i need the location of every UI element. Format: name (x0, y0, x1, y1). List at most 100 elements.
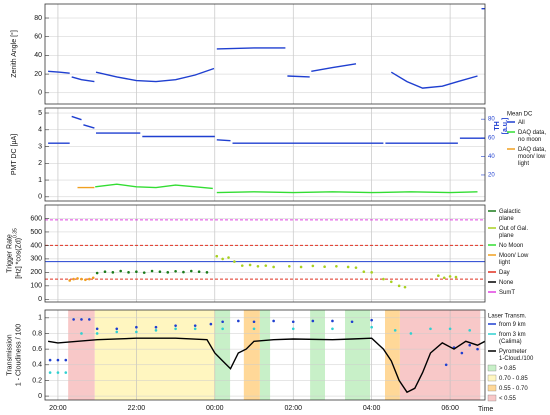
series-line (48, 7, 485, 89)
data-point (111, 271, 115, 274)
data-point (476, 347, 479, 351)
data-point (209, 322, 213, 326)
series-line (95, 183, 478, 194)
legend-title: Laser Transm. (488, 314, 527, 320)
data-point (256, 264, 260, 268)
data-point (80, 332, 83, 335)
x-tick-label: 20:00 (49, 405, 67, 412)
y-axis-label: 1 - Cloudiness / 100 (15, 324, 22, 386)
data-point (448, 327, 452, 331)
data-point (205, 271, 209, 274)
y-tick-label: 0 (38, 90, 42, 97)
data-point (221, 257, 224, 261)
data-point (115, 330, 119, 334)
data-point (80, 277, 83, 281)
plot-area (45, 4, 485, 104)
legend-swatch (487, 374, 497, 382)
data-point (331, 319, 334, 323)
data-point (311, 264, 315, 268)
data-point (331, 327, 334, 331)
data-point (154, 329, 158, 332)
data-point (442, 276, 446, 280)
plot-marks (48, 115, 485, 194)
data-point (84, 278, 87, 282)
data-point (174, 327, 177, 331)
data-point (135, 270, 138, 273)
data-point (382, 277, 385, 281)
data-point (56, 358, 60, 362)
data-point (72, 277, 75, 281)
y2-tick-label: 20 (488, 173, 495, 179)
plot-frame (44, 3, 486, 105)
legend-label: DAQ data, moon/ low light (518, 147, 548, 167)
data-point (127, 271, 130, 274)
data-point (393, 329, 397, 332)
y-tick-label: 0 (38, 393, 42, 400)
data-point (335, 264, 338, 268)
legend-label: No Moon (499, 243, 523, 249)
data-point (362, 270, 366, 273)
legend-swatch (487, 394, 497, 402)
cloud-band (385, 310, 400, 400)
cloud-band (259, 310, 271, 400)
data-point (288, 264, 291, 268)
data-point (437, 274, 440, 278)
data-point (80, 318, 83, 321)
data-point (468, 343, 472, 347)
data-point (299, 265, 303, 269)
y-tick-label: 200 (30, 269, 42, 276)
data-point (174, 324, 177, 327)
data-point (154, 325, 158, 329)
data-point (150, 269, 154, 273)
y-axis-label: Trigger Rate (6, 234, 13, 273)
data-point (448, 275, 452, 278)
y-tick-label: 0.2 (32, 377, 42, 384)
data-point (389, 280, 393, 284)
data-point (48, 371, 52, 374)
series-line (47, 337, 485, 394)
y-tick-label: 400 (30, 242, 42, 249)
y-tick-label: 600 (30, 215, 42, 222)
data-point (227, 256, 230, 259)
legend-swatch (487, 384, 497, 392)
y-tick-label: 2 (38, 160, 42, 167)
y2-tick-label: 80 (488, 117, 495, 123)
data-point (237, 319, 240, 323)
data-point (252, 327, 256, 331)
x-tick-label: 06:00 (441, 405, 459, 412)
y-tick-label: 1 (38, 177, 42, 184)
data-point (397, 284, 401, 288)
data-point (182, 270, 185, 274)
plot-marks (47, 318, 485, 394)
data-point (193, 327, 197, 331)
data-point (135, 325, 138, 329)
y-tick-label: 5 (38, 110, 42, 117)
plot-area (45, 108, 485, 201)
data-point (193, 324, 197, 327)
data-point (370, 271, 373, 274)
legend-label: Out of Gal. plane (499, 226, 530, 239)
data-point (142, 271, 146, 274)
data-point (215, 254, 219, 258)
legend-label: Galactic plane (499, 209, 522, 222)
data-point (370, 325, 373, 329)
y-tick-label: 300 (30, 256, 42, 263)
data-point (264, 264, 268, 267)
legend-label: 0.55 - 0.70 (499, 386, 528, 392)
data-point (88, 318, 91, 321)
y-tick-label: 500 (30, 229, 42, 236)
data-point (103, 270, 107, 273)
cloud-band (399, 310, 481, 400)
data-point (350, 320, 354, 324)
data-point (197, 270, 201, 273)
data-point (91, 276, 95, 280)
x-tick-label: 04:00 (363, 405, 381, 412)
cloud-band (345, 310, 371, 400)
data-point (64, 371, 68, 374)
data-point (291, 327, 295, 331)
cloud-band (243, 310, 260, 400)
legend-label: > 0.85 (499, 366, 517, 372)
legend-label: All (518, 120, 525, 126)
data-point (56, 371, 60, 374)
data-point (240, 264, 244, 267)
